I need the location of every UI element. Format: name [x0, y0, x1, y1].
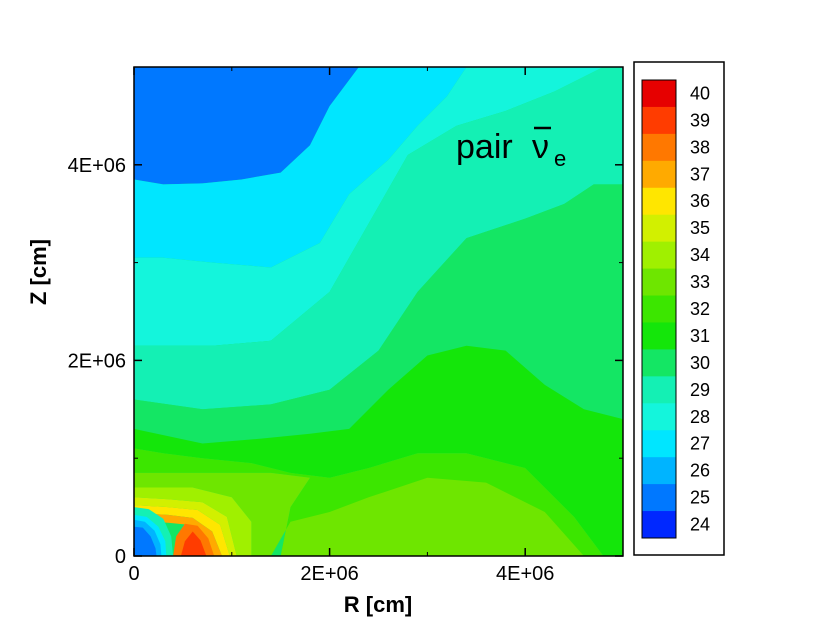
colorbar-swatch	[642, 511, 676, 539]
contour-field	[134, 67, 623, 556]
contour-region	[134, 67, 467, 268]
annotation-symbol: ν	[532, 128, 549, 166]
colorbar-label: 27	[690, 434, 710, 454]
colorbar-label: 35	[690, 218, 710, 238]
colorbar-swatch	[642, 80, 676, 108]
y-tick-label: 0	[115, 546, 126, 568]
colorbar-label: 38	[690, 137, 710, 157]
colorbar-swatch	[642, 376, 676, 404]
colorbar-swatch	[642, 187, 676, 216]
colorbar-label: 25	[690, 488, 710, 508]
colorbar-swatch	[642, 268, 676, 297]
x-tick-label: 0	[128, 563, 139, 585]
y-axis-title: Z [cm]	[26, 239, 51, 305]
colorbar-swatch	[642, 484, 676, 512]
colorbar-swatch	[642, 430, 676, 458]
colorbar-label: 31	[690, 326, 710, 346]
contour-region	[134, 67, 604, 346]
colorbar-label: 37	[690, 164, 710, 184]
colorbar-label: 24	[690, 515, 710, 535]
y-tick-label: 2E+06	[68, 350, 126, 372]
y-tick-label: 4E+06	[68, 155, 126, 177]
contour-region	[134, 505, 230, 556]
colorbar-swatch	[642, 133, 676, 162]
annotation-text: pair	[456, 128, 513, 166]
colorbar-label: 34	[690, 245, 710, 265]
colorbar-swatch	[642, 214, 676, 243]
colorbar-swatch	[642, 457, 676, 485]
contour-region	[134, 487, 252, 556]
colorbar-label: 33	[690, 272, 710, 292]
colorbar-label: 32	[690, 299, 710, 319]
x-tick-label: 4E+06	[496, 563, 554, 585]
colorbar-label: 36	[690, 191, 710, 211]
contour-region	[134, 345, 623, 556]
contour-region	[134, 67, 359, 185]
colorbar-label: 40	[690, 84, 710, 104]
colorbar-outline	[641, 79, 677, 539]
series-annotation: pair ν e	[456, 126, 566, 171]
annotation-subscript: e	[554, 146, 566, 171]
contour-region	[134, 513, 222, 556]
colorbar-swatch	[642, 241, 676, 270]
colorbar-label: 26	[690, 461, 710, 481]
colorbar-label: 29	[690, 380, 710, 400]
colorbar-swatch	[642, 349, 676, 377]
colorbar-swatch	[642, 403, 676, 431]
y-axis: 0 2E+06 4E+06	[68, 155, 623, 568]
contour-region	[180, 531, 207, 556]
contour-region	[134, 472, 584, 556]
x-axis: 0 2E+06 4E+06	[128, 67, 554, 585]
colorbar-swatch	[642, 160, 676, 189]
colorbar-swatch	[642, 322, 676, 350]
colorbar-label: 30	[690, 353, 710, 373]
x-axis-title: R [cm]	[344, 592, 412, 617]
contour-region	[134, 526, 157, 556]
colorbar: 40 39 38 37 36 35 34 33 32 31 30 29 28 27 26 25 24	[641, 79, 710, 539]
colorbar-label: 39	[690, 110, 710, 130]
contour-region	[134, 184, 623, 444]
colorbar-label: 28	[690, 407, 710, 427]
plot-frame	[133, 66, 624, 557]
contour-region	[134, 497, 237, 556]
contour-region	[134, 67, 623, 410]
colorbar-swatch	[642, 106, 676, 135]
colorbar-swatch	[642, 295, 676, 323]
x-tick-label: 2E+06	[300, 563, 358, 585]
